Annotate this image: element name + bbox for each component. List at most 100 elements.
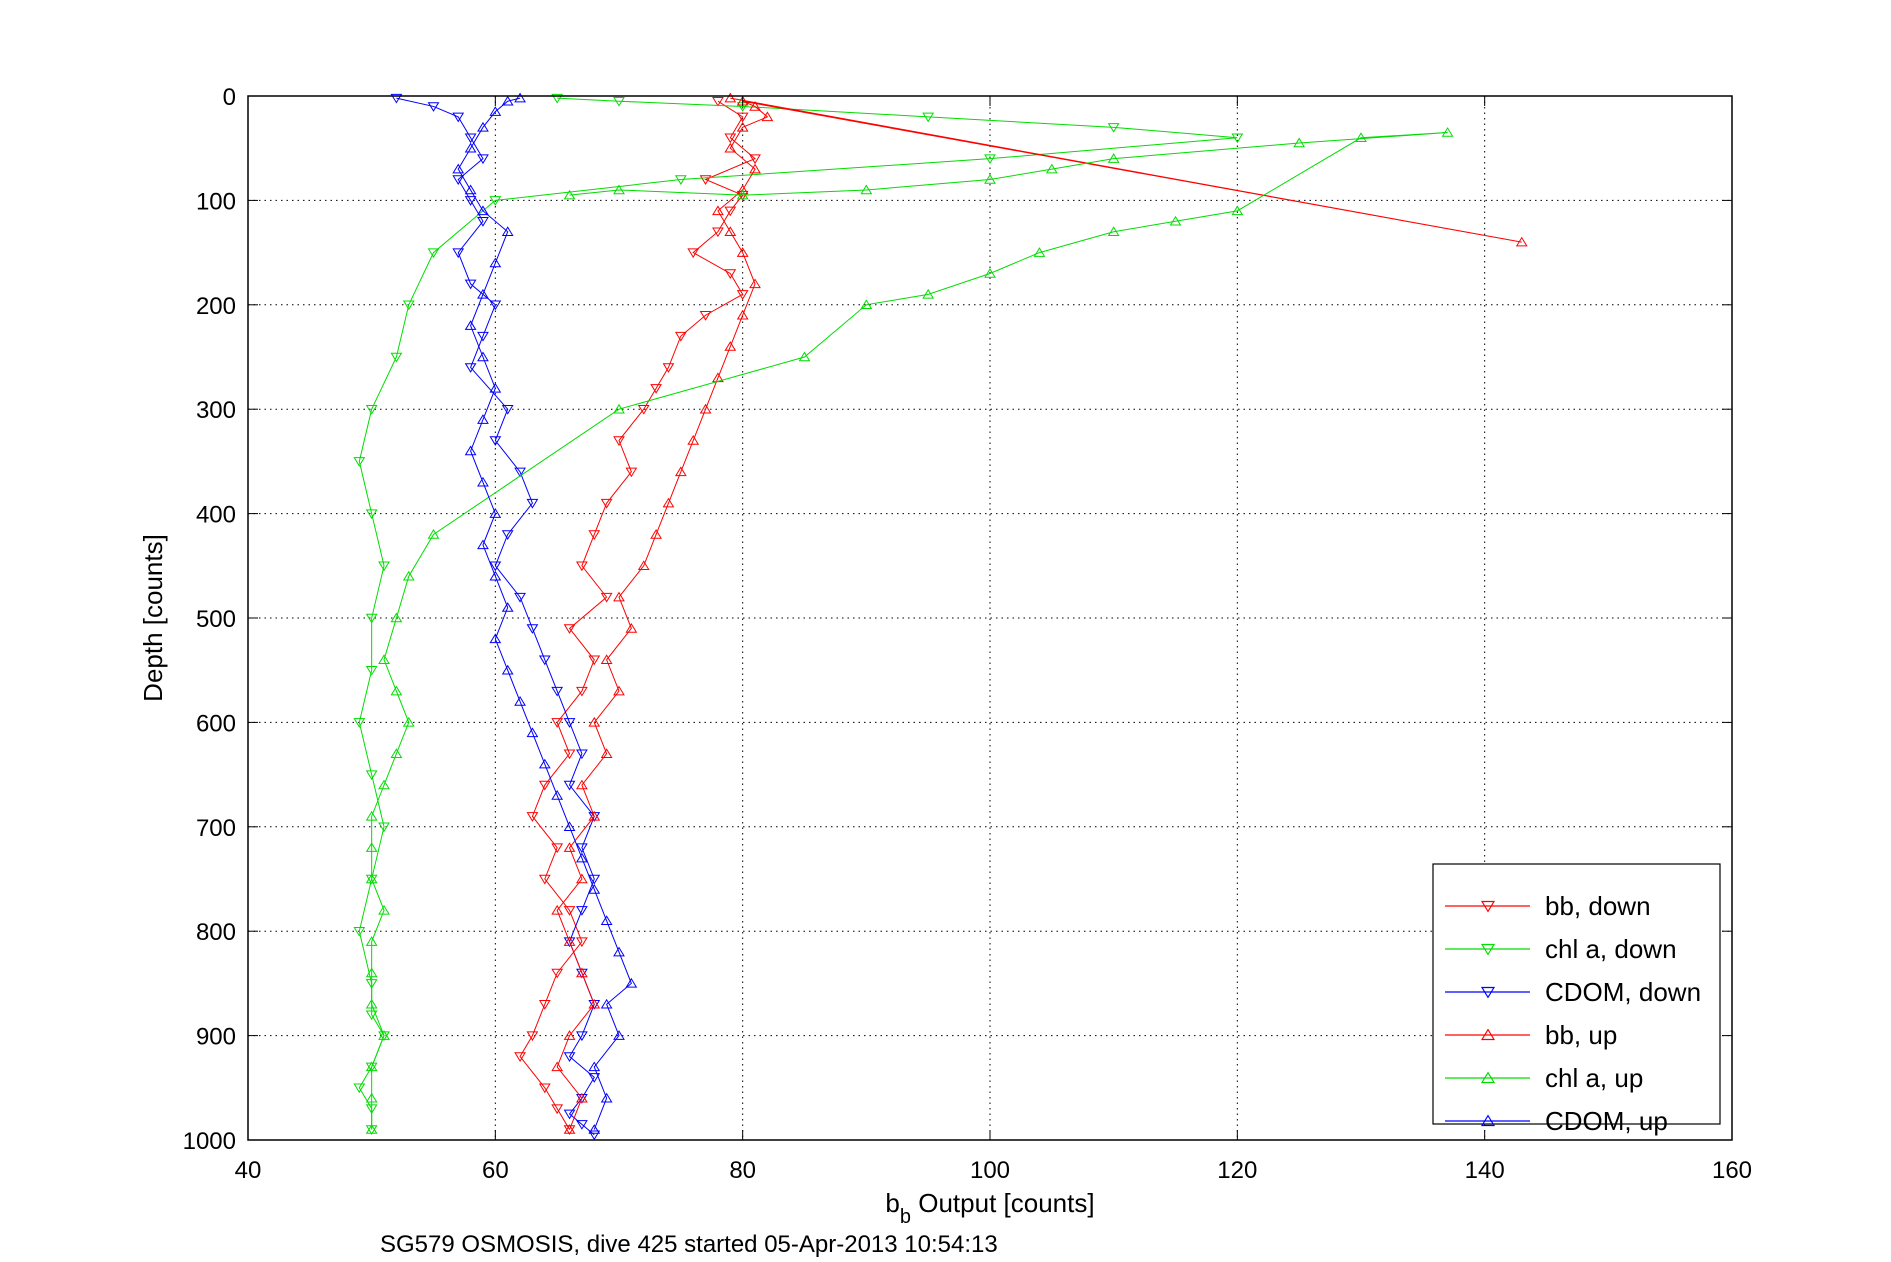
data-point <box>588 530 601 540</box>
data-point <box>860 184 873 195</box>
data-point <box>514 696 526 706</box>
data-point <box>514 1052 526 1062</box>
data-point <box>477 539 489 550</box>
data-point <box>736 112 749 123</box>
data-point <box>378 1030 390 1040</box>
data-point <box>365 1092 378 1103</box>
data-point <box>477 476 489 487</box>
data-point <box>1441 127 1454 137</box>
data-point <box>464 196 477 206</box>
data-point <box>576 1120 588 1130</box>
data-point <box>1033 247 1046 257</box>
data-point <box>588 810 601 821</box>
data-point <box>563 780 576 791</box>
data-point <box>699 403 712 414</box>
legend-marker <box>1480 1071 1496 1084</box>
data-point <box>1107 226 1120 236</box>
data-point <box>563 1109 576 1120</box>
data-point <box>365 810 378 821</box>
data-point <box>1515 236 1528 247</box>
data-point <box>464 133 477 144</box>
data-point <box>501 95 514 106</box>
y-tick-label: 400 <box>196 502 236 529</box>
data-point <box>613 1030 625 1040</box>
data-point <box>501 530 514 540</box>
data-point <box>860 299 873 310</box>
data-point <box>353 1083 366 1094</box>
data-point <box>600 915 613 926</box>
data-point <box>427 529 440 539</box>
x-tick-label: 120 <box>1217 1157 1257 1184</box>
data-point <box>489 436 502 446</box>
y-axis-ticks: 0 100 200 300 400 500 600 700 800 900 1000 <box>183 84 1732 1155</box>
legend-marker <box>1480 986 1496 999</box>
data-point <box>724 226 737 236</box>
data-point <box>984 154 996 165</box>
series-line <box>371 132 1448 1130</box>
data-point <box>749 278 761 289</box>
data-point <box>489 633 502 644</box>
data-point <box>1293 137 1306 148</box>
data-point <box>501 664 514 675</box>
data-point <box>365 998 378 1009</box>
data-point <box>464 142 477 153</box>
data-point <box>477 217 489 227</box>
data-point <box>749 154 761 165</box>
legend-entry: bb, up <box>1545 1020 1617 1050</box>
data-point <box>922 112 935 123</box>
data-point <box>600 592 613 603</box>
legend-marker <box>1480 900 1496 913</box>
data-point <box>365 936 378 946</box>
data-point <box>1107 153 1120 163</box>
data-point <box>576 906 588 916</box>
data-point <box>576 1031 588 1042</box>
data-point <box>588 1130 601 1141</box>
data-point <box>588 1124 601 1134</box>
data-point <box>477 154 489 165</box>
data-point <box>662 363 675 373</box>
data-point <box>588 1061 601 1072</box>
data-point <box>538 655 551 666</box>
y-tick-label: 200 <box>196 293 236 320</box>
data-point <box>588 998 601 1009</box>
series-line <box>556 97 1522 1130</box>
x-tick-label: 160 <box>1712 1157 1752 1184</box>
data-point <box>625 622 638 633</box>
data-point <box>402 570 415 581</box>
data-point <box>390 93 403 104</box>
data-point <box>798 351 811 362</box>
data-point <box>489 257 502 268</box>
data-point <box>365 509 378 520</box>
data-point <box>637 404 650 415</box>
data-point <box>551 1061 564 1072</box>
data-point <box>588 874 601 885</box>
data-point <box>551 968 564 979</box>
legend-entry: chl a, up <box>1545 1063 1643 1093</box>
data-point <box>489 382 502 393</box>
legend-marker <box>1480 943 1496 956</box>
y-tick-label: 700 <box>196 815 236 842</box>
data-point <box>390 685 403 696</box>
data-point <box>576 852 588 863</box>
data-point <box>551 1104 564 1115</box>
data-point <box>625 977 638 988</box>
data-point <box>600 498 613 509</box>
data-point <box>600 1092 613 1103</box>
data-point <box>674 466 687 477</box>
data-point <box>526 498 539 509</box>
data-point <box>576 843 588 854</box>
data-point <box>538 874 551 885</box>
data-point <box>526 1031 539 1042</box>
data-point <box>538 1083 551 1094</box>
data-point <box>452 248 465 259</box>
data-point <box>662 497 675 508</box>
data-point <box>761 111 774 122</box>
x-tick-label: 40 <box>235 1157 262 1184</box>
data-point <box>551 93 564 104</box>
data-point <box>699 310 712 321</box>
data-point <box>378 561 390 572</box>
data-point <box>687 435 700 445</box>
data-point <box>1045 163 1058 174</box>
data-point <box>477 288 489 299</box>
